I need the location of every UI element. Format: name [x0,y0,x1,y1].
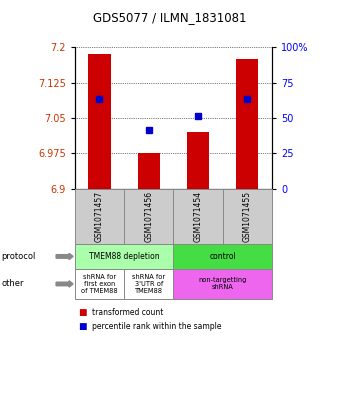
Text: TMEM88 depletion: TMEM88 depletion [89,252,159,261]
Text: control: control [209,252,236,261]
Text: GSM1071456: GSM1071456 [144,191,153,242]
Text: shRNA for
first exon
of TMEM88: shRNA for first exon of TMEM88 [81,274,118,294]
Text: GDS5077 / ILMN_1831081: GDS5077 / ILMN_1831081 [93,11,247,24]
Text: transformed count: transformed count [92,308,163,316]
Bar [187,132,209,189]
Text: ■: ■ [78,308,87,316]
Text: GSM1071457: GSM1071457 [95,191,104,242]
Text: GSM1071455: GSM1071455 [243,191,252,242]
Text: GSM1071454: GSM1071454 [193,191,203,242]
Bar [88,54,110,189]
Text: percentile rank within the sample: percentile rank within the sample [92,323,221,331]
Text: shRNA for
3'UTR of
TMEM88: shRNA for 3'UTR of TMEM88 [132,274,165,294]
Text: protocol: protocol [2,252,36,261]
Bar [236,59,258,189]
Text: other: other [2,279,24,288]
Text: non-targetting
shRNA: non-targetting shRNA [199,277,247,290]
Bar [138,153,160,189]
Text: ■: ■ [78,323,87,331]
